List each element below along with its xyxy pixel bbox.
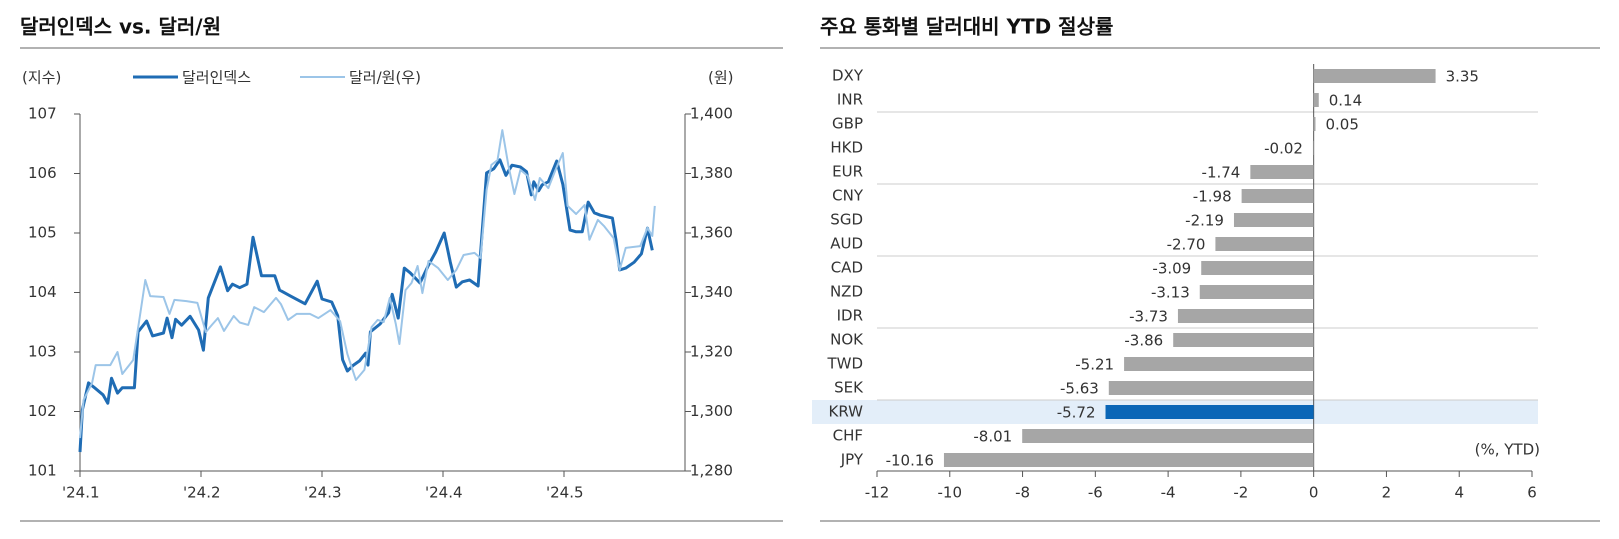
bar bbox=[1241, 189, 1314, 203]
x-tick-label: -6 bbox=[1088, 484, 1103, 502]
value-label: 3.35 bbox=[1446, 68, 1479, 86]
value-label: -3.13 bbox=[1151, 284, 1190, 302]
category-label: JPY bbox=[840, 451, 864, 469]
bar bbox=[1312, 141, 1314, 155]
bar bbox=[1233, 213, 1314, 227]
value-label: 0.05 bbox=[1325, 116, 1358, 134]
x-tick-label: 6 bbox=[1527, 484, 1537, 502]
legend-label: 달러인덱스 bbox=[182, 69, 251, 87]
y-tick-label: 103 bbox=[28, 343, 57, 361]
value-label: -0.02 bbox=[1264, 140, 1303, 158]
value-label: -2.19 bbox=[1185, 212, 1224, 230]
category-label: CNY bbox=[832, 187, 864, 205]
category-label: SEK bbox=[834, 379, 864, 397]
category-label: SGD bbox=[830, 211, 863, 229]
category-label: CAD bbox=[831, 259, 863, 277]
x-tick-label: 4 bbox=[1454, 484, 1464, 502]
x-tick-label: '24.2 bbox=[183, 484, 221, 502]
series-line bbox=[79, 129, 656, 439]
category-label: DXY bbox=[832, 67, 864, 85]
y2-tick-label: 1,300 bbox=[690, 402, 733, 420]
value-label: -1.74 bbox=[1202, 164, 1241, 182]
x-tick-label: -8 bbox=[1015, 484, 1030, 502]
legend-label: 달러/원(우) bbox=[349, 69, 421, 87]
bar bbox=[1215, 237, 1314, 251]
value-label: -5.21 bbox=[1075, 356, 1114, 374]
x-tick-label: 2 bbox=[1382, 484, 1392, 502]
bar bbox=[1124, 357, 1314, 371]
y2-tick-label: 1,280 bbox=[690, 462, 733, 480]
category-label: HKD bbox=[830, 139, 863, 157]
x-tick-label: 0 bbox=[1309, 484, 1319, 502]
y2-tick-label: 1,360 bbox=[690, 224, 733, 242]
y2-tick-label: 1,340 bbox=[690, 283, 733, 301]
y-tick-label: 104 bbox=[28, 283, 57, 301]
bar bbox=[943, 453, 1314, 467]
bar bbox=[1313, 93, 1319, 107]
bar bbox=[1313, 117, 1316, 131]
category-label: NZD bbox=[830, 283, 863, 301]
x-tick-label: -4 bbox=[1161, 484, 1176, 502]
category-label: EUR bbox=[832, 163, 863, 181]
y-tick-label: 105 bbox=[28, 224, 57, 242]
annotation: (%, YTD) bbox=[1475, 441, 1540, 459]
category-label: NOK bbox=[830, 331, 864, 349]
y-tick-label: 107 bbox=[28, 105, 57, 123]
y2-tick-label: 1,320 bbox=[690, 343, 733, 361]
y2-tick-label: 1,380 bbox=[690, 164, 733, 182]
chart-title: 주요 통화별 달러대비 YTD 절상률 bbox=[820, 15, 1113, 39]
x-tick-label: '24.1 bbox=[62, 484, 100, 502]
y2-tick-label: 1,400 bbox=[690, 105, 733, 123]
x-tick-label: -12 bbox=[865, 484, 890, 502]
value-label: -1.98 bbox=[1193, 188, 1232, 206]
y-tick-label: 101 bbox=[28, 462, 57, 480]
y2-axis-label: (원) bbox=[708, 69, 734, 87]
category-label: INR bbox=[837, 91, 863, 109]
bar bbox=[1173, 333, 1314, 347]
bar bbox=[1250, 165, 1314, 179]
category-label: GBP bbox=[832, 115, 863, 133]
x-tick-label: -10 bbox=[938, 484, 963, 502]
y-tick-label: 106 bbox=[28, 164, 57, 182]
value-label: -3.86 bbox=[1124, 332, 1163, 350]
chart-title: 달러인덱스 vs. 달러/원 bbox=[20, 15, 221, 39]
category-label: CHF bbox=[833, 427, 863, 445]
bar bbox=[1108, 381, 1314, 395]
bar bbox=[1105, 405, 1314, 419]
value-label: -8.01 bbox=[973, 428, 1012, 446]
x-tick-label: '24.3 bbox=[304, 484, 342, 502]
value-label: -5.72 bbox=[1057, 404, 1096, 422]
value-label: -2.70 bbox=[1167, 236, 1206, 254]
x-tick-label: '24.5 bbox=[546, 484, 584, 502]
category-label: TWD bbox=[826, 355, 863, 373]
category-label: IDR bbox=[837, 307, 863, 325]
y-tick-label: 102 bbox=[28, 402, 57, 420]
value-label: 0.14 bbox=[1329, 92, 1362, 110]
bar bbox=[1022, 429, 1314, 443]
x-tick-label: -2 bbox=[1233, 484, 1248, 502]
bar bbox=[1177, 309, 1314, 323]
value-label: -3.73 bbox=[1129, 308, 1168, 326]
value-label: -10.16 bbox=[886, 452, 934, 470]
value-label: -3.09 bbox=[1152, 260, 1191, 278]
bar bbox=[1313, 69, 1436, 83]
bar bbox=[1199, 285, 1314, 299]
category-label: KRW bbox=[829, 403, 864, 421]
bar bbox=[1201, 261, 1314, 275]
category-label: AUD bbox=[830, 235, 863, 253]
y-axis-label: (지수) bbox=[22, 69, 61, 87]
value-label: -5.63 bbox=[1060, 380, 1099, 398]
x-tick-label: '24.4 bbox=[425, 484, 463, 502]
